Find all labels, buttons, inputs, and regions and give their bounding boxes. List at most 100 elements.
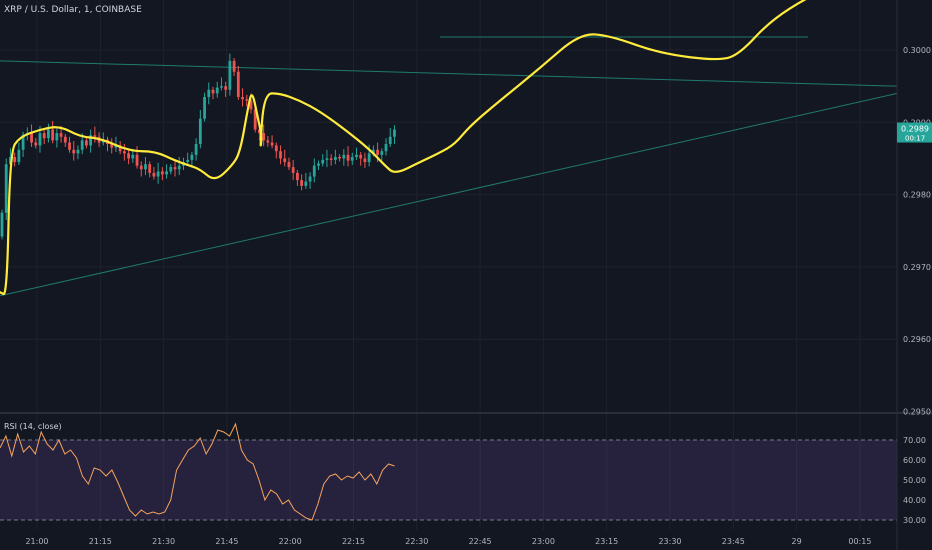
candle-body xyxy=(72,149,76,154)
candle-body xyxy=(207,89,211,97)
candle-body xyxy=(279,151,282,159)
candle-body xyxy=(363,158,367,163)
price-tick-label: 0.2960 xyxy=(903,335,931,344)
candle-body xyxy=(329,158,333,160)
candle-body xyxy=(34,142,38,146)
candle-body xyxy=(135,154,139,166)
candle-body xyxy=(89,135,93,146)
candle-body xyxy=(270,142,274,146)
candle-body xyxy=(232,60,236,72)
trendline xyxy=(0,60,898,87)
candle-body xyxy=(42,133,46,139)
candle-body xyxy=(131,154,135,159)
candle-body xyxy=(333,157,337,160)
trendline xyxy=(0,92,898,297)
candle-body xyxy=(300,180,304,186)
rsi-tick-label: 50.00 xyxy=(903,476,926,485)
time-tick-label: 21:15 xyxy=(89,537,112,546)
candle-body xyxy=(258,129,261,134)
candle-body xyxy=(241,96,244,100)
candle-body xyxy=(59,133,63,137)
candle-body xyxy=(245,99,249,101)
rsi-tick-label: 30.00 xyxy=(903,516,926,525)
candle-body xyxy=(359,154,363,159)
candle-body xyxy=(169,167,173,172)
candle-body xyxy=(380,151,384,155)
time-tick-label: 22:00 xyxy=(279,537,302,546)
candle-body xyxy=(350,157,354,161)
trendlines xyxy=(0,36,898,297)
candle-body xyxy=(312,165,316,177)
candle-body xyxy=(287,162,291,168)
candlesticks xyxy=(0,53,396,240)
candle-body xyxy=(21,134,25,150)
candle-body xyxy=(51,129,55,141)
time-tick-label: 21:30 xyxy=(152,537,175,546)
time-tick-label: 23:00 xyxy=(532,537,555,546)
candle-body xyxy=(148,164,152,173)
candle-body xyxy=(325,158,329,160)
candle-body xyxy=(211,89,215,94)
candle-body xyxy=(110,143,114,148)
candle-body xyxy=(122,151,126,154)
candle-body xyxy=(118,145,122,152)
price-axis[interactable]: 0.30600.30500.30400.30300.30200.30100.30… xyxy=(897,0,932,525)
candle-body xyxy=(283,158,287,163)
time-tick-label: 00:15 xyxy=(848,537,871,546)
candle-body xyxy=(236,71,240,97)
candle-body xyxy=(38,133,42,146)
candle-body xyxy=(317,163,320,166)
candle-body xyxy=(215,87,219,94)
candle-body xyxy=(4,164,8,213)
candle-body xyxy=(203,96,206,119)
candle-body xyxy=(127,153,130,159)
candle-body xyxy=(177,165,181,170)
candle-body xyxy=(156,171,160,177)
candle-body xyxy=(160,171,164,175)
candle-body xyxy=(114,145,118,148)
candle-body xyxy=(9,157,12,165)
chart-title: XRP / U.S. Dollar, 1, COINBASE xyxy=(4,5,142,15)
price-tick-label: 0.3000 xyxy=(903,46,931,55)
candle-body xyxy=(68,142,71,150)
candle-body xyxy=(384,143,388,152)
candle-body xyxy=(321,159,325,164)
time-tick-label: 29 xyxy=(792,537,802,546)
rsi-line xyxy=(0,422,395,521)
candle-body xyxy=(13,157,17,163)
candle-body xyxy=(342,154,346,159)
candle-body xyxy=(274,145,278,152)
rsi-label: RSI (14, close) xyxy=(4,422,62,431)
time-tick-label: 22:15 xyxy=(342,537,365,546)
candle-body xyxy=(144,164,147,170)
candle-body xyxy=(47,129,50,139)
rsi-tick-label: 40.00 xyxy=(903,496,926,505)
candle-body xyxy=(190,154,194,160)
price-tick-label: 0.2980 xyxy=(903,191,931,200)
candle-body xyxy=(30,133,33,143)
candle-body xyxy=(198,118,202,144)
candle-body xyxy=(194,143,198,155)
rsi-pane xyxy=(0,422,897,521)
candle-body xyxy=(224,86,228,90)
time-axis[interactable]: 21:00 21:15 21:30 21:45 22:00 22:15 22:30 22:45… xyxy=(25,537,871,546)
last-price-label: 0.2989 xyxy=(901,125,929,134)
rsi-tick-label: 70.00 xyxy=(903,436,926,445)
candle-body xyxy=(253,109,257,130)
candle-body xyxy=(80,140,84,150)
price-tick-label: 0.2970 xyxy=(903,263,931,272)
countdown-label: 00:17 xyxy=(905,135,925,143)
candle-body xyxy=(346,154,350,161)
time-tick-label: 23:45 xyxy=(722,537,745,546)
candle-body xyxy=(228,60,232,90)
candle-body xyxy=(152,172,156,177)
last-price-badge xyxy=(897,122,932,143)
candle-body xyxy=(55,133,59,141)
time-tick-label: 23:15 xyxy=(595,537,618,546)
candle-body xyxy=(371,149,375,154)
candle-body xyxy=(186,159,190,163)
candle-body xyxy=(139,165,143,170)
candle-body xyxy=(338,157,341,159)
time-tick-label: 22:30 xyxy=(405,537,428,546)
